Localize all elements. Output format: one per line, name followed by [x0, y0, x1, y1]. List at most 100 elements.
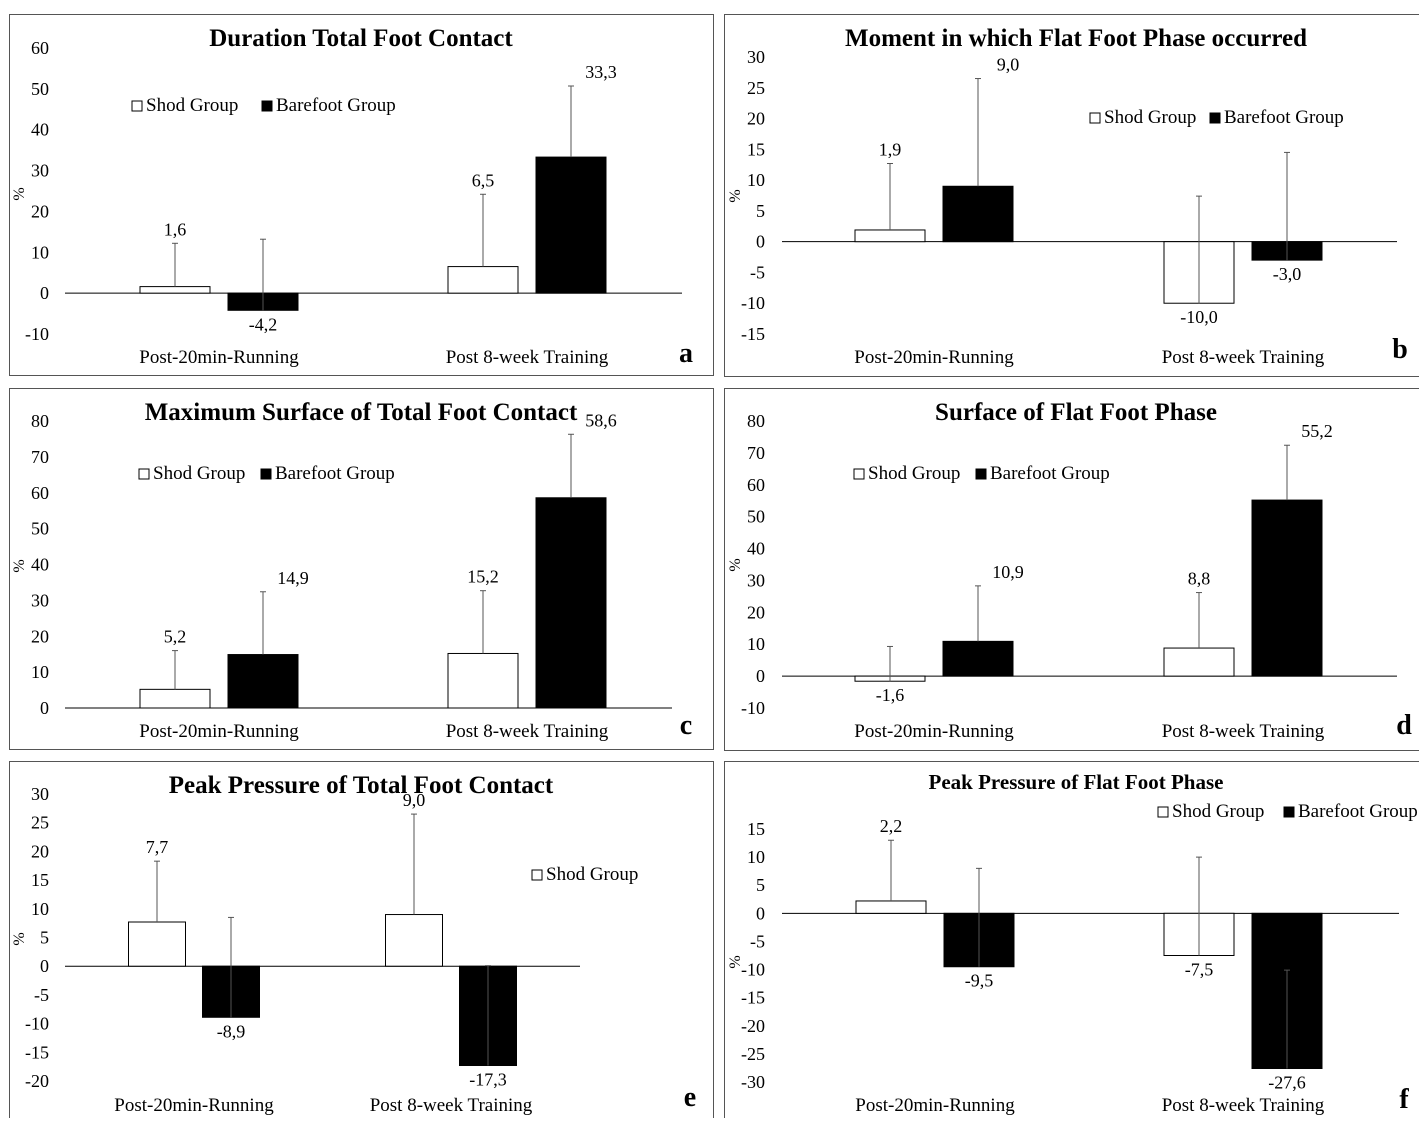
y-tick-label: 25	[747, 78, 765, 98]
data-label: 58,6	[585, 410, 617, 430]
data-label: 1,9	[879, 139, 902, 159]
x-category-label: Post 8-week Training	[1162, 721, 1325, 742]
y-tick-label: 10	[747, 634, 765, 654]
y-tick-label: 80	[747, 411, 765, 431]
x-category-label: Post 8-week Training	[446, 347, 609, 368]
data-label: 6,5	[472, 170, 495, 190]
bar-barefoot	[1252, 500, 1322, 676]
data-label: 14,9	[277, 568, 309, 588]
chart-panel-d: Surface of Flat Foot Phase-1001020304050…	[725, 389, 1419, 751]
panel-letter: d	[1396, 710, 1412, 741]
y-tick-label: 70	[31, 447, 49, 467]
y-tick-label: 0	[756, 232, 765, 252]
legend-item: Shod Group	[153, 463, 245, 484]
legend-swatch	[1090, 113, 1100, 123]
bar-shod	[855, 230, 925, 242]
y-tick-label: -5	[750, 262, 765, 282]
y-tick-label: 10	[31, 242, 49, 262]
y-tick-label: 0	[40, 956, 49, 976]
panel-letter: f	[1399, 1084, 1409, 1115]
legend-item: Shod Group	[1104, 107, 1196, 128]
data-label: 7,7	[146, 837, 169, 857]
y-tick-label: 0	[756, 666, 765, 686]
y-tick-label: -5	[34, 985, 49, 1005]
bar-shod	[856, 901, 926, 913]
panel-letter: b	[1392, 334, 1408, 365]
y-tick-label: -15	[25, 1042, 49, 1062]
y-tick-label: 60	[31, 38, 49, 58]
data-label: -1,6	[876, 685, 905, 705]
y-tick-label: -20	[741, 1016, 765, 1036]
y-tick-label: 5	[756, 201, 765, 221]
y-tick-label: 5	[40, 928, 49, 948]
legend-item: Barefoot Group	[1298, 801, 1418, 822]
legend-item: Shod Group	[146, 95, 238, 116]
y-tick-label: 20	[31, 841, 49, 861]
legend-swatch	[976, 469, 986, 479]
legend-item: Shod Group	[546, 864, 638, 885]
x-category-label: Post-20min-Running	[114, 1095, 274, 1116]
y-axis-label: %	[11, 559, 28, 572]
data-label: 8,8	[1188, 569, 1211, 589]
y-tick-label: 80	[31, 411, 49, 431]
data-label: -27,6	[1268, 1073, 1306, 1093]
y-tick-label: 30	[31, 161, 49, 181]
legend-item: Barefoot Group	[1224, 107, 1344, 128]
y-tick-label: 0	[40, 698, 49, 718]
legend-item: Barefoot Group	[275, 463, 395, 484]
y-tick-label: 40	[31, 120, 49, 140]
y-tick-label: 40	[747, 539, 765, 559]
y-tick-label: 5	[756, 875, 765, 895]
data-label: 9,0	[997, 55, 1020, 75]
data-label: 10,9	[992, 562, 1024, 582]
y-tick-label: 40	[31, 555, 49, 575]
panel-letter: e	[684, 1082, 696, 1113]
chart-panel-c: Maximum Surface of Total Foot Contact010…	[10, 389, 714, 750]
data-label: 55,2	[1301, 421, 1333, 441]
legend-swatch	[1158, 807, 1168, 817]
chart-panel-e: Peak Pressure of Total Foot Contact-20-1…	[10, 762, 714, 1119]
y-tick-label: 30	[31, 590, 49, 610]
legend-swatch	[854, 469, 864, 479]
chart-title: Peak Pressure of Total Foot Contact	[169, 772, 554, 799]
y-tick-label: -10	[25, 1014, 49, 1034]
legend-swatch	[261, 469, 271, 479]
legend-item: Shod Group	[1172, 801, 1264, 822]
data-label: 9,0	[403, 790, 426, 810]
data-label: -3,0	[1273, 264, 1302, 284]
y-tick-label: -15	[741, 988, 765, 1008]
bar-shod	[1164, 648, 1234, 676]
data-label: 1,6	[164, 219, 187, 239]
y-tick-label: 50	[747, 507, 765, 527]
data-label: -4,2	[249, 314, 278, 334]
x-category-label: Post-20min-Running	[139, 721, 299, 742]
panel-frame	[10, 389, 714, 750]
y-tick-label: 60	[31, 483, 49, 503]
data-label: -9,5	[965, 971, 994, 991]
chart-title: Moment in which Flat Foot Phase occurred	[845, 25, 1307, 52]
data-label: -17,3	[469, 1070, 507, 1090]
data-label: 15,2	[467, 567, 499, 587]
bar-shod	[140, 689, 210, 708]
y-tick-label: 0	[756, 903, 765, 923]
chart-title: Surface of Flat Foot Phase	[935, 399, 1217, 426]
y-tick-label: 15	[31, 870, 49, 890]
chart-title: Duration Total Foot Contact	[209, 25, 513, 52]
bar-barefoot	[536, 157, 606, 293]
x-category-label: Post 8-week Training	[1162, 1095, 1325, 1116]
data-label: 33,3	[585, 62, 617, 82]
y-tick-label: 30	[31, 784, 49, 804]
panel-frame	[725, 15, 1419, 377]
panel-letter: c	[680, 710, 692, 741]
legend-swatch	[1284, 807, 1294, 817]
y-tick-label: -30	[741, 1072, 765, 1092]
bar-shod	[129, 922, 186, 966]
y-tick-label: -15	[741, 324, 765, 344]
x-category-label: Post 8-week Training	[370, 1095, 533, 1116]
y-axis-label: %	[11, 932, 28, 945]
legend-item: Barefoot Group	[990, 463, 1110, 484]
chart-panel-f: Peak Pressure of Flat Foot Phase-30-25-2…	[725, 762, 1419, 1119]
bar-barefoot	[536, 498, 606, 708]
